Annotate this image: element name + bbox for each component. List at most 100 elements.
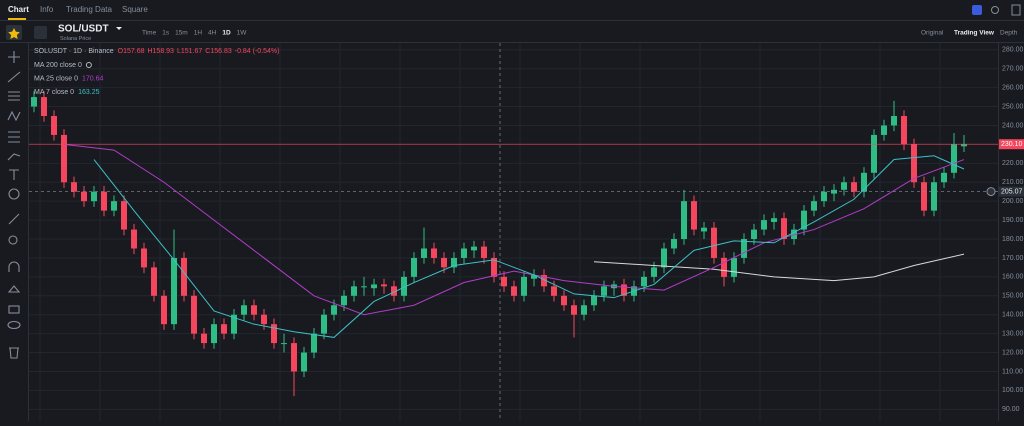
legend-entry[interactable]: MA 7 close 0	[34, 89, 74, 96]
candle-body	[531, 274, 537, 279]
candle-body	[521, 276, 527, 296]
delete-tool[interactable]	[9, 347, 19, 359]
candle-body	[381, 284, 387, 287]
y-tick-label: 210.00	[1002, 179, 1024, 186]
candle-body	[721, 257, 727, 277]
y-tick-label: 150.00	[1002, 293, 1024, 300]
interval-button[interactable]: Time	[142, 30, 157, 37]
candle-body	[71, 182, 77, 192]
nav-tab[interactable]: Info	[40, 5, 54, 14]
ruler-tool[interactable]	[8, 213, 20, 225]
view-option[interactable]: Depth	[1000, 30, 1018, 37]
fib-tool[interactable]	[8, 91, 20, 101]
candle-body	[281, 343, 287, 345]
candle-body	[101, 191, 107, 211]
hide-icon[interactable]	[85, 62, 92, 68]
interval-button[interactable]: 1H	[194, 30, 203, 37]
candle-body	[751, 229, 757, 240]
line-tool[interactable]	[7, 71, 21, 83]
nav-tab[interactable]: Square	[122, 5, 148, 14]
candle-body	[361, 286, 367, 288]
nav-tab[interactable]: Chart	[8, 5, 29, 14]
interval-button[interactable]: 1s	[162, 30, 170, 37]
lock-draw-tool[interactable]	[7, 285, 21, 293]
lock-tool[interactable]	[8, 305, 20, 314]
y-tick-label: 260.00	[1002, 84, 1024, 91]
y-tick-label: 180.00	[1002, 236, 1024, 243]
candle-body	[711, 227, 717, 258]
symbol[interactable]: SOL/USDT	[58, 24, 109, 35]
dropdown-arrow[interactable]	[116, 27, 122, 30]
expand-icon[interactable]	[1011, 4, 1021, 16]
candle-body	[811, 201, 817, 211]
crosshair-tool[interactable]	[8, 51, 20, 63]
ai-icon[interactable]	[972, 5, 982, 15]
text-tool[interactable]	[9, 169, 19, 180]
ohlc-readout: C156.83	[205, 48, 232, 55]
ohlc-readout: -0.84 (-0.54%)	[235, 48, 280, 55]
candle-body	[31, 97, 37, 107]
settings-icon[interactable]	[991, 6, 999, 14]
candle-body	[671, 239, 677, 249]
y-tick-label: 250.00	[1002, 103, 1024, 110]
interval-button[interactable]: 1W	[237, 30, 248, 37]
candle-body	[771, 218, 777, 222]
candle-body	[951, 144, 957, 173]
candle-body	[201, 333, 207, 344]
y-tick-label: 90.00	[1002, 406, 1020, 413]
ohlc-readout: O157.68	[118, 48, 145, 55]
magnet-tool[interactable]	[8, 261, 20, 272]
legend-value: 170.64	[82, 75, 104, 82]
zoom-tool[interactable]	[8, 235, 18, 245]
y-tick-label: 160.00	[1002, 274, 1024, 281]
candle-body	[481, 246, 487, 258]
legend-entry[interactable]: MA 200 close 0	[34, 62, 82, 69]
interval-button[interactable]: 4H	[208, 30, 217, 37]
candle-body	[551, 286, 557, 296]
candle-body	[121, 201, 127, 230]
ohlc-readout: L151.67	[177, 48, 202, 55]
candle-body	[921, 182, 927, 211]
candle-body	[211, 324, 217, 344]
y-tick-label: 270.00	[1002, 66, 1024, 73]
pattern-tool[interactable]	[7, 110, 21, 122]
drawing-tools	[7, 51, 21, 359]
brush-tool[interactable]	[7, 153, 21, 161]
candle-body	[891, 116, 897, 126]
candle-body	[541, 274, 547, 287]
last-price-tag	[999, 139, 1024, 150]
candle-body	[331, 305, 337, 315]
candle-body	[131, 229, 137, 249]
candle-body	[251, 305, 257, 315]
view-option[interactable]: Original	[921, 30, 944, 37]
interval-button[interactable]: 15m	[175, 30, 188, 37]
measure-tool[interactable]	[8, 131, 20, 143]
emoji-tool[interactable]	[8, 188, 20, 200]
symbol-icon	[34, 26, 47, 39]
view-option[interactable]: Trading View	[954, 30, 995, 37]
candle-body	[601, 286, 607, 296]
y-tick-label: 130.00	[1002, 330, 1024, 337]
candle-body	[161, 295, 167, 325]
active-tab-underline	[8, 18, 26, 20]
candle-body	[731, 257, 737, 277]
candle-body	[421, 248, 427, 258]
interval-button[interactable]: 1D	[222, 30, 231, 37]
crosshair-tag	[999, 186, 1024, 197]
candle-body	[591, 295, 597, 306]
candle-body	[291, 343, 297, 372]
add-alert-button[interactable]	[986, 187, 996, 197]
moving-average-line	[593, 253, 965, 282]
candle-body	[961, 144, 967, 147]
candle-body	[471, 246, 477, 251]
visibility-tool[interactable]	[7, 320, 21, 330]
nav-tab[interactable]: Trading Data	[66, 5, 113, 14]
star-icon	[8, 28, 20, 39]
y-tick-label: 190.00	[1002, 217, 1024, 224]
candle-body	[581, 305, 587, 315]
candle-body	[241, 305, 247, 315]
legend-entry[interactable]: MA 25 close 0	[34, 75, 78, 82]
